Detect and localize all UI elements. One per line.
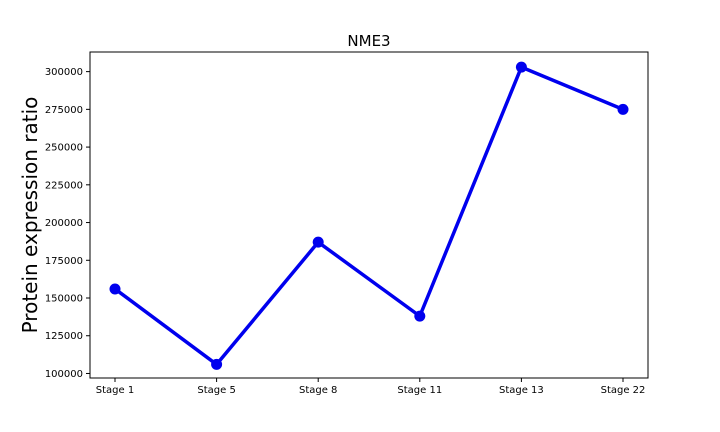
data-point <box>515 61 527 73</box>
y-tick-label: 200000 <box>45 218 83 229</box>
data-point <box>109 283 121 295</box>
series-line <box>113 65 624 367</box>
chart-title: NME3 <box>347 32 390 50</box>
y-axis-label: Protein expression ratio <box>18 97 42 334</box>
y-tick-label: 300000 <box>45 67 83 78</box>
y-tick-label: 225000 <box>45 180 83 191</box>
y-tick-label: 175000 <box>45 256 83 267</box>
data-point <box>617 103 629 115</box>
y-axis-ticks: 100000 125000 150000 175000 200000 225000 2500… <box>45 67 90 380</box>
series-layer <box>109 61 629 370</box>
data-point <box>312 236 324 248</box>
plot-area-frame <box>89 51 649 379</box>
x-tick-label: Stage 22 <box>601 385 646 396</box>
x-axis-ticks: Stage 1 Stage 5 Stage 8 Stage 11 Stage 13 Sta… <box>96 378 646 396</box>
x-tick-label: Stage 13 <box>499 385 544 396</box>
y-tick-label: 250000 <box>45 143 83 154</box>
data-point <box>414 310 426 322</box>
y-tick-label: 150000 <box>45 294 83 305</box>
x-tick-label: Stage 8 <box>299 385 337 396</box>
y-tick-label: 125000 <box>45 331 83 342</box>
y-tick-label: 275000 <box>45 105 83 116</box>
x-tick-label: Stage 1 <box>96 385 134 396</box>
y-tick-label: 100000 <box>45 369 83 380</box>
x-tick-label: Stage 11 <box>397 385 442 396</box>
data-point <box>211 358 223 370</box>
x-tick-label: Stage 5 <box>197 385 235 396</box>
